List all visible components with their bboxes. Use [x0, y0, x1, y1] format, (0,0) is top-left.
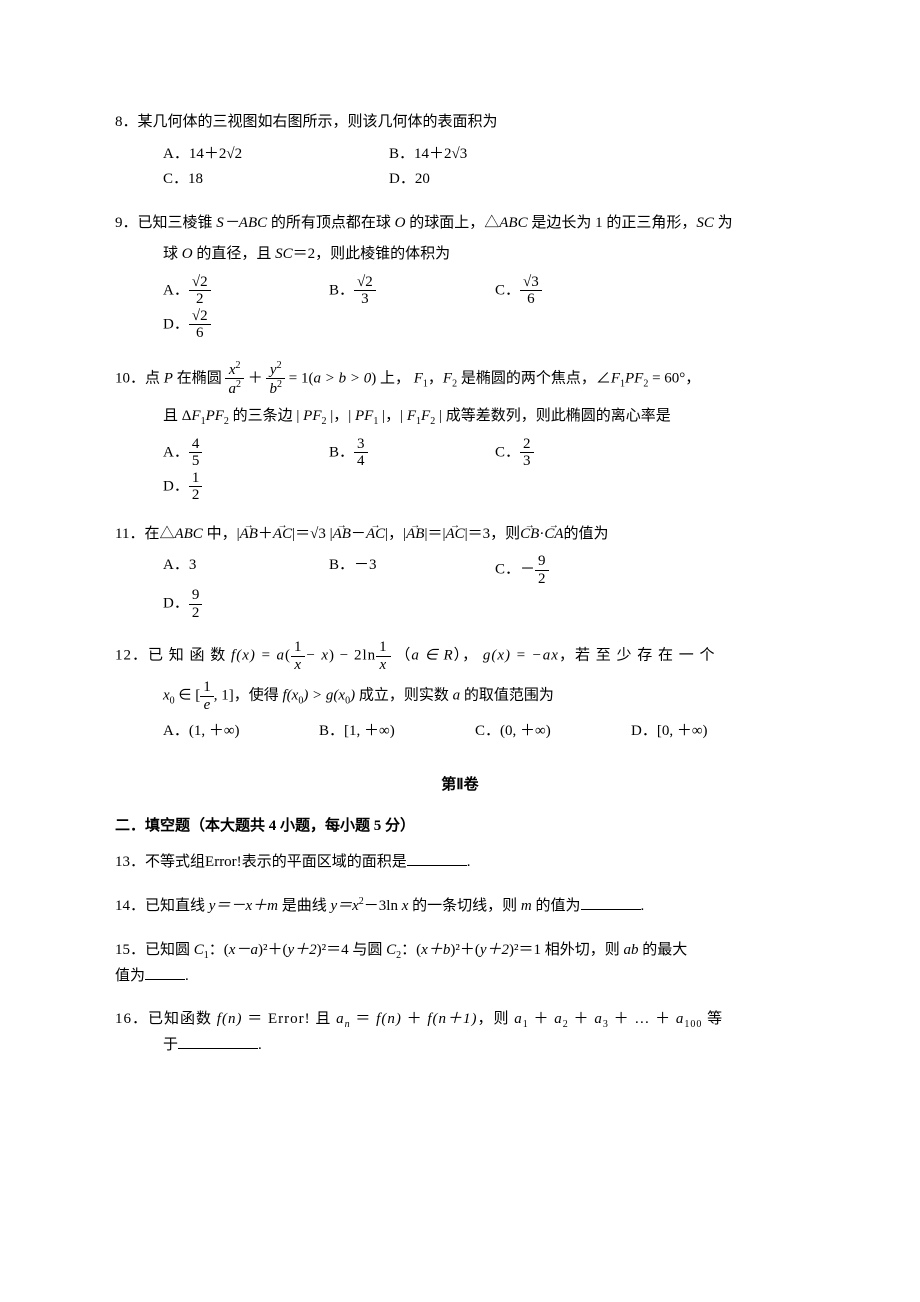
- q8-text: 某几何体的三视图如右图所示，则该几何体的表面积为: [138, 114, 498, 130]
- q9-opt-b: B．√23: [329, 274, 479, 308]
- q8-opt-c: C．18: [163, 167, 373, 193]
- question-14: 14．已知直线 y＝－x＋m 是曲线 y＝x2－3ln x 的一条切线，则 m …: [115, 893, 805, 920]
- q8-opt-b: B．14＋2√3: [389, 142, 599, 168]
- question-12: 12．已 知 函 数 f(x) = a(1x− x) − 2ln1x （a ∈ …: [115, 639, 805, 745]
- q11-opt-c: C．－92: [495, 553, 645, 587]
- q12-opt-c: C．(0, ＋∞): [475, 719, 615, 745]
- q11-opt-a: A．3: [163, 553, 313, 587]
- q9-stem-line1: 9．已知三棱锥 S－ABC 的所有顶点都在球 O 的球面上，△ABC 是边长为 …: [115, 211, 805, 237]
- question-15: 15．已知圆 C1：(x－a)²＋(y＋2)²＝4 与圆 C2：(x＋b)²＋(…: [115, 938, 805, 990]
- section-2-title: 第Ⅱ卷: [115, 773, 805, 799]
- q12-stem-line2: x0 ∈ [1e, 1]，使得 f(x0) > g(x0) 成立，则实数 a 的…: [163, 679, 805, 713]
- question-11: 11．在△ABC 中，|AB＋AC|＝√3 |AB－AC|，|AB|＝|AC|＝…: [115, 522, 805, 622]
- q12-opt-d: D．[0, ＋∞): [631, 719, 771, 745]
- q11-stem: 11．在△ABC 中，|AB＋AC|＝√3 |AB－AC|，|AB|＝|AC|＝…: [115, 522, 805, 548]
- q12-opt-a: A．(1, ＋∞): [163, 719, 303, 745]
- q9-options: A．√22 B．√23 C．√36 D．√26: [163, 274, 805, 342]
- q8-stem: 8．某几何体的三视图如右图所示，则该几何体的表面积为: [115, 110, 805, 136]
- q11-opt-b: B．－3: [329, 553, 479, 587]
- question-13: 13．不等式组Error!表示的平面区域的面积是.: [115, 850, 805, 876]
- q10-opt-c: C．23: [495, 436, 645, 470]
- q9-opt-c: C．√36: [495, 274, 645, 308]
- q12-options: A．(1, ＋∞) B．[1, ＋∞) C．(0, ＋∞) D．[0, ＋∞): [163, 719, 805, 745]
- q8-opt-d: D．20: [389, 167, 599, 193]
- blank: [145, 964, 185, 980]
- q10-opt-d: D．12: [163, 470, 313, 504]
- blank: [407, 850, 467, 866]
- q12-opt-b: B．[1, ＋∞): [319, 719, 459, 745]
- q10-opt-a: A．45: [163, 436, 313, 470]
- q8-opt-a: A．14＋2√2: [163, 142, 373, 168]
- q8-options: A．14＋2√2 B．14＋2√3 C．18 D．20: [163, 142, 805, 193]
- q11-opt-d: D．92: [163, 587, 313, 621]
- question-9: 9．已知三棱锥 S－ABC 的所有顶点都在球 O 的球面上，△ABC 是边长为 …: [115, 211, 805, 342]
- q10-options: A．45 B．34 C．23 D．12: [163, 436, 805, 504]
- q10-stem-line2: 且 ΔF1PF2 的三条边 | PF2 |，| PF1 |，| F1F2 | 成…: [163, 404, 805, 430]
- q10-opt-b: B．34: [329, 436, 479, 470]
- q8-num: 8．: [115, 114, 138, 130]
- q10-stem-line1: 10．点 P 在椭圆 x2a2 ＋ y2b2 = 1(a > b > 0) 上，…: [115, 360, 805, 398]
- q9-stem-line2: 球 O 的直径，且 SC＝2，则此棱锥的体积为: [163, 242, 805, 268]
- blank: [178, 1033, 258, 1049]
- q9-opt-a: A．√22: [163, 274, 313, 308]
- question-8: 8．某几何体的三视图如右图所示，则该几何体的表面积为 A．14＋2√2 B．14…: [115, 110, 805, 193]
- q12-stem-line1: 12．已 知 函 数 f(x) = a(1x− x) − 2ln1x （a ∈ …: [115, 639, 805, 673]
- q9-opt-d: D．√26: [163, 308, 313, 342]
- blank: [581, 894, 641, 910]
- question-16: 16．已知函数 f(n) ＝ Error! 且 an ＝ f(n) ＋ f(n＋…: [115, 1007, 805, 1059]
- section-2-subhead: 二．填空题（本大题共 4 小题，每小题 5 分）: [115, 814, 805, 840]
- q11-options: A．3 B．－3 C．－92 D．92: [163, 553, 805, 621]
- question-10: 10．点 P 在椭圆 x2a2 ＋ y2b2 = 1(a > b > 0) 上，…: [115, 360, 805, 504]
